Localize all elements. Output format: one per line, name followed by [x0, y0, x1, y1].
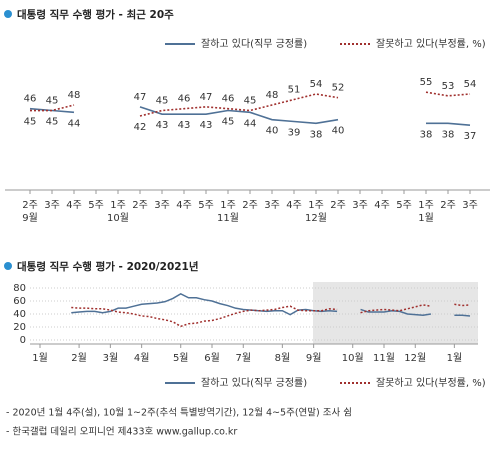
y-tick-label: 0: [20, 335, 26, 346]
x-group-label: 11월: [217, 212, 239, 224]
value-label: 47: [134, 92, 147, 103]
value-label: 45: [222, 117, 235, 128]
value-label: 54: [310, 79, 323, 90]
series-line: [454, 314, 471, 317]
value-label: 44: [68, 118, 81, 129]
x-tick-label: 6월: [204, 352, 220, 364]
x-tick-label: 10월: [342, 352, 364, 364]
x-group-label: 10월: [107, 212, 129, 224]
footnote: - 한국갤럽 데일리 오피니언 제433호 www.gallup.co.kr: [6, 426, 237, 438]
y-tick-label: 60: [13, 296, 26, 307]
series-line: [426, 122, 471, 126]
value-label: 43: [178, 120, 191, 131]
x-group-label: 1월: [418, 212, 434, 224]
series-line: [139, 106, 339, 125]
x-tick-label: 5월: [173, 352, 189, 364]
series-line: [360, 308, 432, 317]
value-label: 46: [178, 94, 191, 105]
x-tick-label: 9월: [306, 352, 322, 364]
chart-title: 대통령 직무 수행 평가 - 최근 20주: [17, 8, 174, 21]
value-label: 46: [24, 94, 37, 105]
x-group-label: 9월: [22, 212, 38, 224]
value-label: 46: [222, 94, 235, 105]
x-tick-label: 3주: [154, 200, 170, 211]
x-tick-label: 1월: [32, 352, 48, 364]
legend-label: 잘하고 있다(직무 긍정률): [201, 376, 307, 389]
bullet: [4, 10, 12, 18]
x-tick-label: 4월: [134, 352, 150, 364]
legend-label: 잘하고 있다(직무 긍정률): [201, 37, 307, 50]
value-label: 45: [46, 96, 59, 107]
x-tick-label: 11월: [373, 352, 395, 364]
value-label: 48: [68, 90, 81, 101]
value-label: 40: [266, 126, 279, 137]
x-tick-label: 2월: [71, 352, 87, 364]
value-label: 48: [266, 90, 279, 101]
x-tick-label: 4주: [374, 200, 390, 211]
x-tick-label: 3주: [462, 200, 478, 211]
value-label: 53: [442, 81, 455, 92]
value-label: 54: [464, 79, 477, 90]
value-label: 43: [200, 120, 213, 131]
value-label: 38: [442, 129, 455, 140]
x-group-label: 12월: [305, 212, 327, 224]
value-label: 37: [464, 131, 477, 142]
y-tick-label: 20: [13, 322, 26, 333]
x-tick-label: 2주: [242, 200, 258, 211]
legend-label: 잘못하고 있다(부정률, %): [376, 37, 486, 50]
x-tick-label: 8월: [275, 352, 291, 364]
bullet: [4, 262, 12, 270]
footnote: - 2020년 1월 4주(설), 10월 1~2주(추석 특별방역기간), 1…: [6, 407, 352, 419]
x-tick-label: 4주: [176, 200, 192, 211]
x-tick-label: 3월: [103, 352, 119, 364]
value-label: 44: [244, 118, 257, 129]
x-tick-label: 2주: [22, 200, 38, 211]
value-label: 38: [310, 129, 323, 140]
x-tick-label: 1주: [418, 200, 434, 211]
x-tick-label: 2주: [132, 200, 148, 211]
x-tick-label: 1주: [110, 200, 126, 211]
series-line: [454, 303, 471, 307]
chart-title: 대통령 직무 수행 평가 - 2020/2021년: [17, 260, 199, 273]
value-label: 45: [24, 117, 37, 128]
series-line: [30, 104, 75, 112]
x-tick-label: 1주: [308, 200, 324, 211]
x-tick-label: 4주: [286, 200, 302, 211]
series-line: [139, 93, 339, 117]
x-tick-label: 5주: [198, 200, 214, 211]
series-line: [71, 305, 338, 328]
value-label: 39: [288, 128, 301, 139]
value-label: 38: [420, 129, 433, 140]
x-tick-label: 2주: [440, 200, 456, 211]
x-tick-label: 3주: [264, 200, 280, 211]
series-line: [71, 292, 338, 316]
legend-label: 잘못하고 있다(부정률, %): [376, 376, 486, 389]
x-tick-label: 1월: [447, 352, 463, 364]
value-label: 45: [156, 96, 169, 107]
value-label: 45: [46, 117, 59, 128]
series-line: [425, 91, 471, 97]
x-tick-label: 5주: [396, 200, 412, 211]
x-tick-label: 3주: [352, 200, 368, 211]
y-tick-label: 40: [13, 309, 26, 320]
highlight-region: [313, 282, 478, 344]
x-tick-label: 2주: [330, 200, 346, 211]
value-label: 43: [156, 120, 169, 131]
x-tick-label: 3주: [44, 200, 60, 211]
value-label: 42: [134, 122, 147, 133]
value-label: 40: [332, 126, 345, 137]
x-tick-label: 4주: [66, 200, 82, 211]
value-label: 51: [288, 85, 301, 96]
x-tick-label: 7월: [235, 352, 251, 364]
value-label: 52: [332, 83, 345, 94]
value-label: 47: [200, 92, 213, 103]
value-label: 45: [244, 96, 257, 107]
x-tick-label: 5주: [88, 200, 104, 211]
value-label: 55: [420, 77, 433, 88]
x-tick-label: 1주: [220, 200, 236, 211]
y-tick-label: 80: [13, 283, 26, 294]
x-tick-label: 12월: [404, 352, 426, 364]
